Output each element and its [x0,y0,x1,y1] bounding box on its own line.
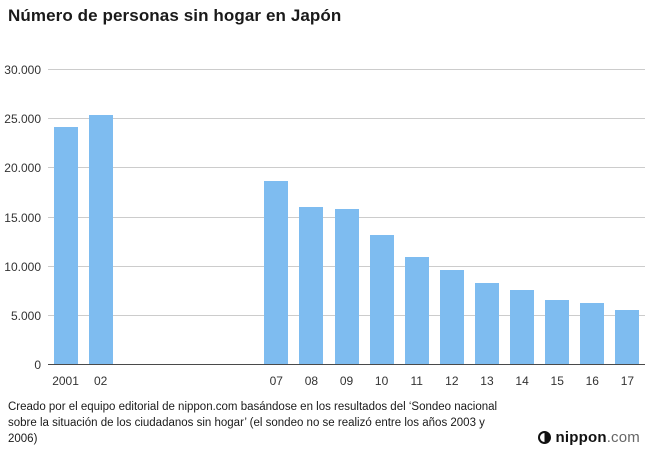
x-axis-baseline [48,364,645,365]
bar-07 [264,181,289,364]
bar-16 [580,302,605,364]
x-tick-label: 10 [374,374,389,388]
x-tick-label: 14 [515,374,529,388]
bar-02 [88,115,113,364]
y-tick-label: 25.000 [4,112,41,127]
bar-chart-plot-area: 30.000 25.000 20.000 15.000 10.000 5.000 0 2001… [4,63,645,388]
x-tick-label: 15 [550,374,564,388]
nippon-logo-text-suffix: .com [606,428,640,446]
x-tick-label: 17 [620,374,635,388]
gridline [48,167,645,169]
nippon-com-logo: nippon.com [537,429,641,448]
nippon-logo-text: nippon.com [556,429,641,446]
bar-09 [334,209,359,364]
bar-08 [299,206,324,364]
bar-10 [369,234,394,364]
x-tick-label: 09 [339,374,354,388]
bar-12 [439,269,464,364]
bar-11 [404,256,429,364]
x-tick-label: 16 [585,374,599,388]
x-tick-label: 02 [93,374,108,388]
y-tick-label: 10.000 [4,259,41,274]
nippon-logo-text-bold: nippon [555,428,607,446]
bar-13 [474,282,499,364]
y-tick-label: 20.000 [4,161,41,176]
x-tick-label: 12 [445,374,459,388]
bar-14 [510,290,535,364]
x-tick-label: 08 [304,374,319,388]
bar-17 [615,309,640,364]
bar-15 [545,299,570,364]
x-tick-label: 11 [410,374,423,388]
gridline [48,118,645,120]
gridline [48,69,645,70]
y-tick-label: 0 [34,358,41,372]
x-tick-label: 13 [480,374,494,388]
x-tick-label: 2001 [52,374,79,388]
chart-footer: Creado por el equipo editorial de nippon… [8,400,640,448]
x-tick-label: 07 [269,374,283,388]
y-tick-label: 5.000 [10,308,41,323]
y-tick-label: 15.000 [4,210,41,225]
source-note: Creado por el equipo editorial de nippon… [8,401,498,445]
nippon-circle-icon [537,430,551,444]
chart-title: Número de personas sin hogar en Japón [8,6,342,25]
y-tick-label: 30.000 [4,63,41,77]
bar-2001 [53,127,78,364]
